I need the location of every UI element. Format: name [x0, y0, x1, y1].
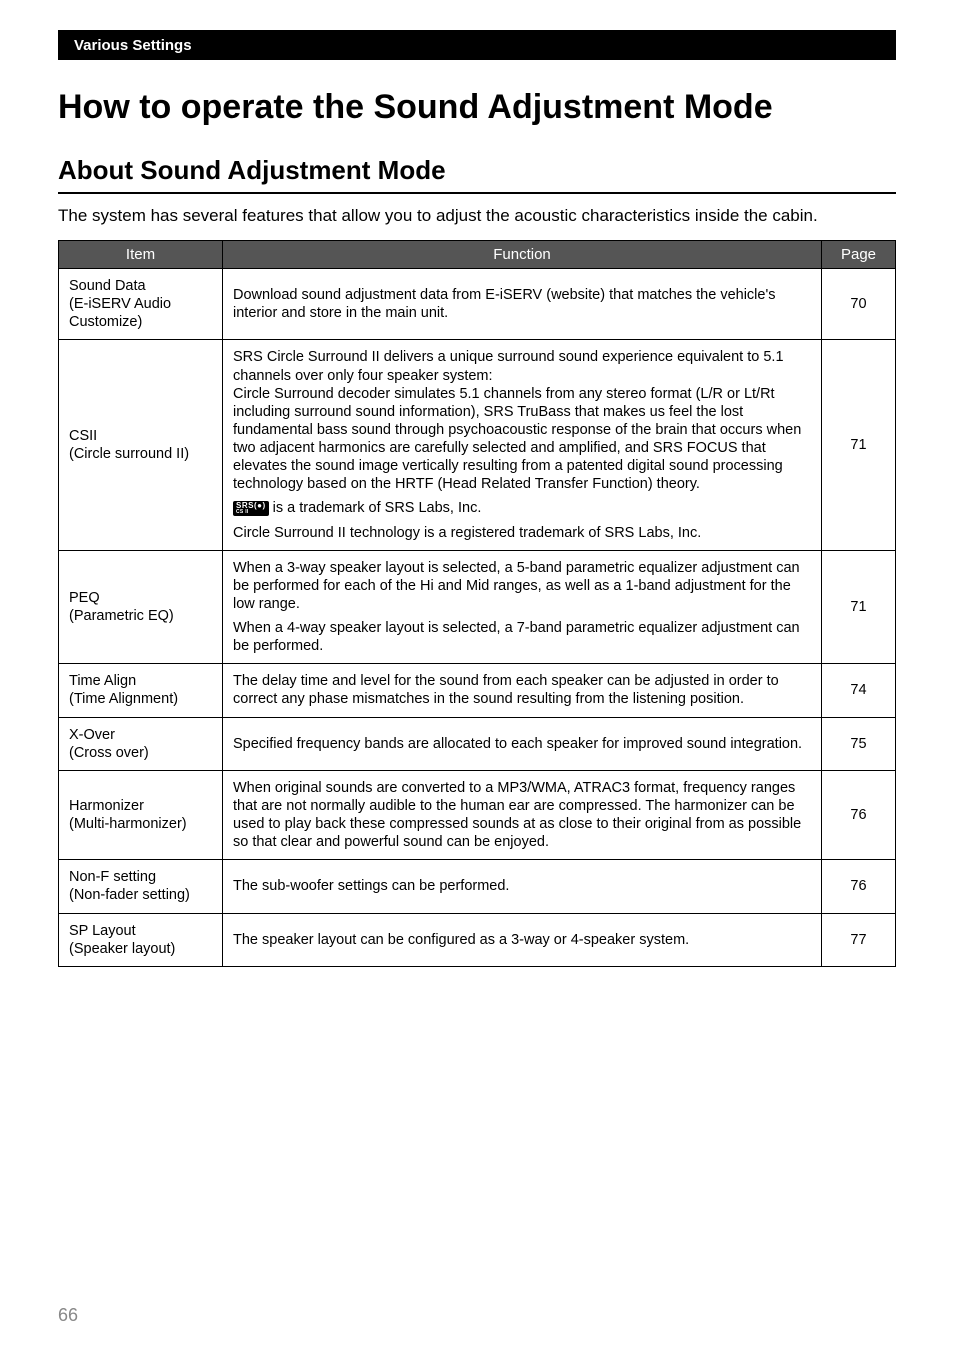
table-body: Sound Data (E-iSERV Audio Customize) Down…	[59, 269, 896, 967]
table-row: Harmonizer (Multi-harmonizer)When origin…	[59, 770, 896, 860]
function-paragraph: Circle Surround II technology is a regis…	[233, 524, 811, 542]
table-row: Sound Data (E-iSERV Audio Customize) Down…	[59, 269, 896, 340]
item-cell: Time Align (Time Alignment)	[59, 664, 223, 717]
function-paragraph: SRS(●)CS II is a trademark of SRS Labs, …	[233, 499, 811, 517]
settings-table: Item Function Page Sound Data (E-iSERV A…	[58, 240, 896, 967]
page-cell: 71	[822, 340, 896, 550]
function-cell: The sub-woofer settings can be performed…	[223, 860, 822, 913]
function-paragraph: Specified frequency bands are allocated …	[233, 735, 811, 753]
function-cell: The speaker layout can be configured as …	[223, 913, 822, 966]
function-paragraph: When a 3-way speaker layout is selected,…	[233, 559, 811, 613]
function-paragraph: The speaker layout can be configured as …	[233, 931, 811, 949]
function-paragraph: When original sounds are converted to a …	[233, 779, 811, 852]
document-page: Various Settings How to operate the Soun…	[0, 0, 954, 1352]
page-subtitle: About Sound Adjustment Mode	[58, 155, 896, 186]
table-row: X-Over (Cross over) Specified frequency b…	[59, 717, 896, 770]
table-row: Non-F setting (Non-fader setting) The sub…	[59, 860, 896, 913]
page-cell: 71	[822, 550, 896, 664]
function-paragraph: Download sound adjustment data from E-iS…	[233, 286, 811, 322]
function-cell: When original sounds are converted to a …	[223, 770, 822, 860]
item-cell: X-Over (Cross over)	[59, 717, 223, 770]
table-row: Time Align (Time Alignment) The delay tim…	[59, 664, 896, 717]
table-header-row: Item Function Page	[59, 241, 896, 269]
item-cell: PEQ (Parametric EQ)	[59, 550, 223, 664]
section-header-bar: Various Settings	[58, 30, 896, 60]
col-header-page: Page	[822, 241, 896, 269]
srs-logo-icon: SRS(●)CS II	[233, 501, 269, 516]
page-title: How to operate the Sound Adjustment Mode	[58, 88, 896, 127]
page-cell: 75	[822, 717, 896, 770]
function-cell: Specified frequency bands are allocated …	[223, 717, 822, 770]
function-cell: When a 3-way speaker layout is selected,…	[223, 550, 822, 664]
page-cell: 77	[822, 913, 896, 966]
function-cell: SRS Circle Surround II delivers a unique…	[223, 340, 822, 550]
item-cell: Sound Data (E-iSERV Audio Customize)	[59, 269, 223, 340]
item-cell: SP Layout (Speaker layout)	[59, 913, 223, 966]
col-header-function: Function	[223, 241, 822, 269]
function-cell: The delay time and level for the sound f…	[223, 664, 822, 717]
table-row: PEQ (Parametric EQ)When a 3-way speaker …	[59, 550, 896, 664]
table-row: CSII (Circle surround II)SRS Circle Surr…	[59, 340, 896, 550]
function-paragraph: When a 4-way speaker layout is selected,…	[233, 619, 811, 655]
item-cell: Harmonizer (Multi-harmonizer)	[59, 770, 223, 860]
table-row: SP Layout (Speaker layout) The speaker la…	[59, 913, 896, 966]
intro-text: The system has several features that all…	[58, 206, 896, 226]
function-paragraph: The delay time and level for the sound f…	[233, 672, 811, 708]
page-number: 66	[58, 1305, 78, 1326]
page-cell: 74	[822, 664, 896, 717]
page-cell: 70	[822, 269, 896, 340]
page-cell: 76	[822, 770, 896, 860]
page-cell: 76	[822, 860, 896, 913]
section-header-text: Various Settings	[74, 37, 192, 54]
col-header-item: Item	[59, 241, 223, 269]
function-paragraph: SRS Circle Surround II delivers a unique…	[233, 348, 811, 493]
subtitle-rule	[58, 192, 896, 194]
function-cell: Download sound adjustment data from E-iS…	[223, 269, 822, 340]
item-cell: Non-F setting (Non-fader setting)	[59, 860, 223, 913]
function-paragraph: The sub-woofer settings can be performed…	[233, 877, 811, 895]
item-cell: CSII (Circle surround II)	[59, 340, 223, 550]
